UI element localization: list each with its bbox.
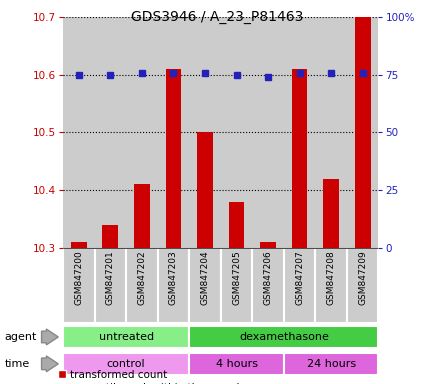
FancyArrow shape	[41, 329, 58, 345]
Bar	[220, 248, 252, 323]
Bar	[165, 69, 181, 248]
Text: GSM847204: GSM847204	[200, 251, 209, 305]
Bar	[189, 17, 220, 248]
Text: GSM847203: GSM847203	[168, 251, 178, 305]
Bar	[283, 248, 315, 323]
Text: control: control	[107, 359, 145, 369]
Bar	[346, 17, 378, 248]
Bar	[322, 179, 338, 248]
Bar	[252, 17, 283, 248]
Bar	[189, 248, 220, 323]
Text: GSM847207: GSM847207	[294, 251, 303, 305]
Bar	[291, 69, 307, 248]
Bar	[220, 17, 252, 248]
Text: dexamethasone: dexamethasone	[238, 332, 328, 342]
Text: GSM847201: GSM847201	[105, 251, 115, 305]
Bar	[189, 353, 283, 375]
Text: 4 hours: 4 hours	[215, 359, 257, 369]
Text: GSM847202: GSM847202	[137, 251, 146, 305]
Bar	[346, 248, 378, 323]
Bar	[102, 225, 118, 248]
Bar	[197, 132, 212, 248]
Text: GDS3946 / A_23_P81463: GDS3946 / A_23_P81463	[131, 10, 303, 23]
Bar	[260, 242, 275, 248]
Bar	[157, 17, 189, 248]
Bar	[252, 248, 283, 323]
Bar	[63, 353, 189, 375]
Bar	[315, 248, 346, 323]
Bar	[354, 17, 370, 248]
FancyArrow shape	[41, 356, 58, 372]
Bar	[95, 17, 126, 248]
Bar	[157, 248, 189, 323]
Text: untreated: untreated	[99, 332, 153, 342]
Text: time: time	[4, 359, 30, 369]
Bar	[71, 242, 86, 248]
Text: GSM847200: GSM847200	[74, 251, 83, 305]
Bar	[95, 248, 126, 323]
Text: GSM847209: GSM847209	[357, 251, 366, 305]
Text: GSM847206: GSM847206	[263, 251, 272, 305]
Text: 24 hours: 24 hours	[306, 359, 355, 369]
Bar	[63, 326, 189, 348]
Bar	[63, 248, 95, 323]
Text: GSM847205: GSM847205	[231, 251, 240, 305]
Bar	[126, 17, 157, 248]
Bar	[283, 17, 315, 248]
Legend: transformed count, percentile rank within the sample: transformed count, percentile rank withi…	[57, 369, 245, 384]
Bar	[189, 326, 378, 348]
Bar	[228, 202, 244, 248]
Bar	[126, 248, 157, 323]
Bar	[315, 17, 346, 248]
Bar	[63, 17, 95, 248]
Text: agent: agent	[4, 332, 36, 342]
Bar	[134, 184, 149, 248]
Text: GSM847208: GSM847208	[326, 251, 335, 305]
Bar	[283, 353, 378, 375]
